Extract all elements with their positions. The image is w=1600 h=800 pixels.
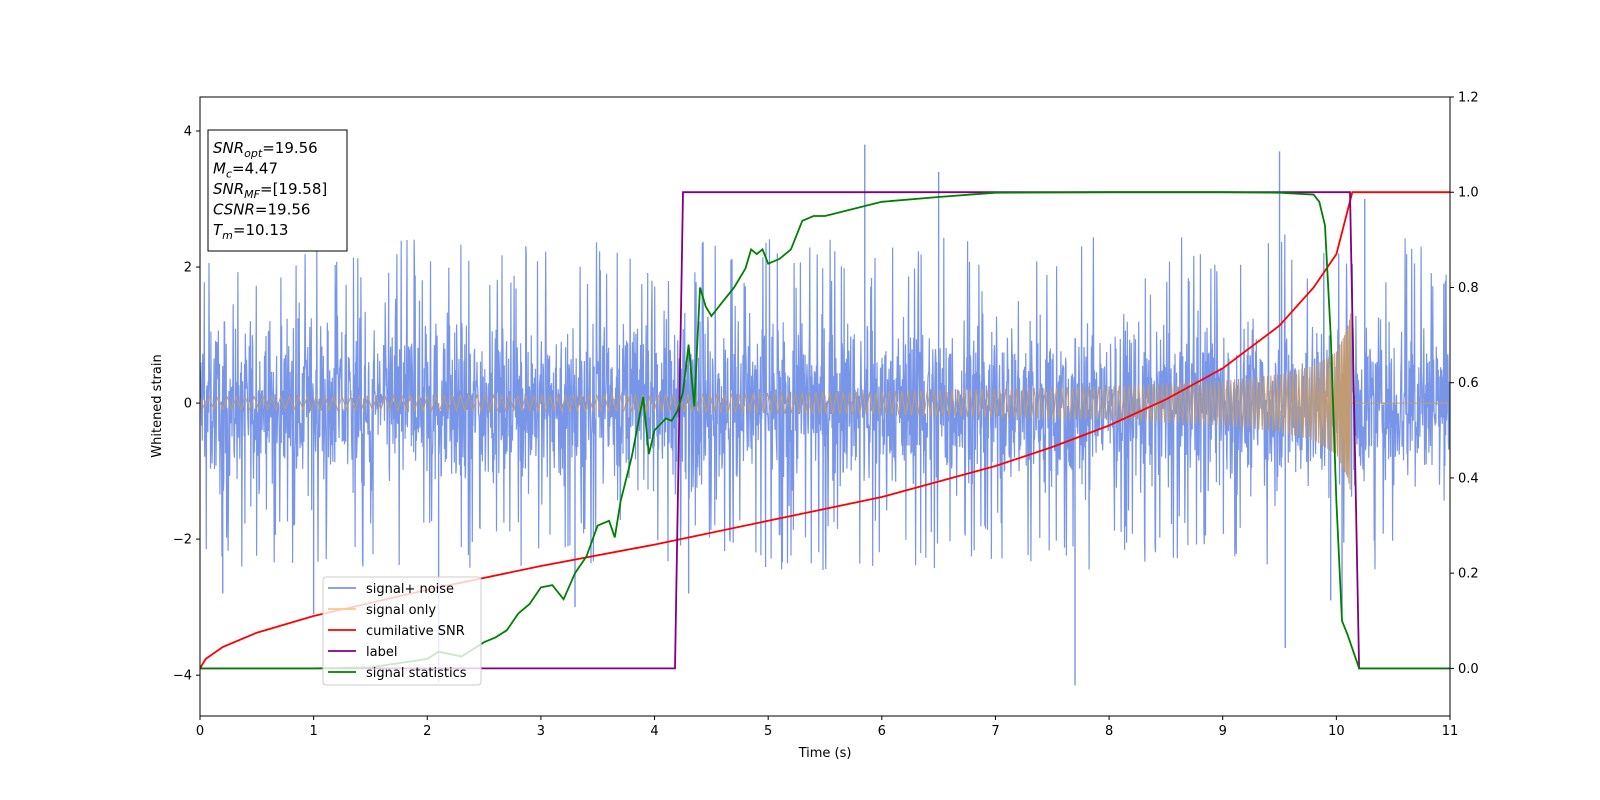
x-tick-label-5: 5 [764, 724, 772, 739]
legend-label-0: signal+ noise [366, 582, 454, 597]
x-tick-label-4: 4 [650, 724, 658, 739]
y2-tick-label-0.8: 0.8 [1458, 281, 1479, 296]
legend-label-2: cumilative SNR [366, 624, 465, 639]
x-tick-label-9: 9 [1219, 724, 1227, 739]
annotation-1: Mc=4.47 [213, 160, 278, 181]
legend: signal+ noise signal only cumilative SNR la… [322, 576, 482, 686]
y2-tick-label-0.4: 0.4 [1458, 471, 1479, 486]
legend-frame [322, 576, 482, 686]
annotation-2: SNRMF=[19.58] [213, 180, 327, 201]
x-tick-label-0: 0 [196, 724, 204, 739]
x-axis-title: Time (s) [798, 746, 852, 761]
info-box: SNRopt=19.56Mc=4.47SNRMF=[19.58]CSNR=19.… [207, 129, 348, 252]
series-signal-statistics-line [200, 191, 1450, 670]
y-tick-label--4: −4 [173, 669, 192, 684]
y2-tick-label-1.0: 1.0 [1458, 186, 1479, 201]
x-tick-label-11: 11 [1442, 724, 1459, 739]
x-tick-label-8: 8 [1105, 724, 1113, 739]
info-box-frame [207, 129, 348, 252]
x-tick-label-7: 7 [991, 724, 999, 739]
x-tick-label-2: 2 [423, 724, 431, 739]
y2-tick-label-0.0: 0.0 [1458, 662, 1479, 677]
y2-tick-label-0.6: 0.6 [1458, 376, 1479, 391]
legend-label-1: signal only [366, 603, 436, 618]
y-tick-label-0: 0 [184, 397, 192, 412]
y2-tick-label-0.2: 0.2 [1458, 567, 1479, 582]
series-signal-only-line [200, 313, 1448, 490]
legend-label-4: signal statistics [366, 666, 467, 681]
plot-area [200, 144, 1450, 686]
annotation-0: SNRopt=19.56 [213, 139, 318, 160]
plot-frame [199, 96, 1451, 717]
x-tick-label-10: 10 [1328, 724, 1345, 739]
x-tick-label-6: 6 [878, 724, 886, 739]
axes: 0 1 2 3 4 5 6 7 8 9 10 11 −4 −2 0 2 4 0.0 0.2 0.4 0.6 0.8 1.0 1… [173, 91, 1479, 740]
annotation-4: Tm=10.13 [213, 221, 288, 242]
x-tick-label-1: 1 [309, 724, 317, 739]
annotation-3: CSNR=19.56 [213, 201, 310, 219]
x-tick-label-3: 3 [537, 724, 545, 739]
y2-tick-label-1.2: 1.2 [1458, 91, 1479, 106]
y-tick-label--2: −2 [173, 533, 192, 548]
y-tick-label-4: 4 [184, 125, 192, 140]
legend-label-3: label [366, 645, 397, 660]
y-tick-label-2: 2 [184, 261, 192, 276]
series-signal-noise-line [200, 234, 1450, 571]
y-axis-title: Whitened strain [150, 354, 165, 457]
series-cumulative-snr-line [200, 191, 1450, 669]
